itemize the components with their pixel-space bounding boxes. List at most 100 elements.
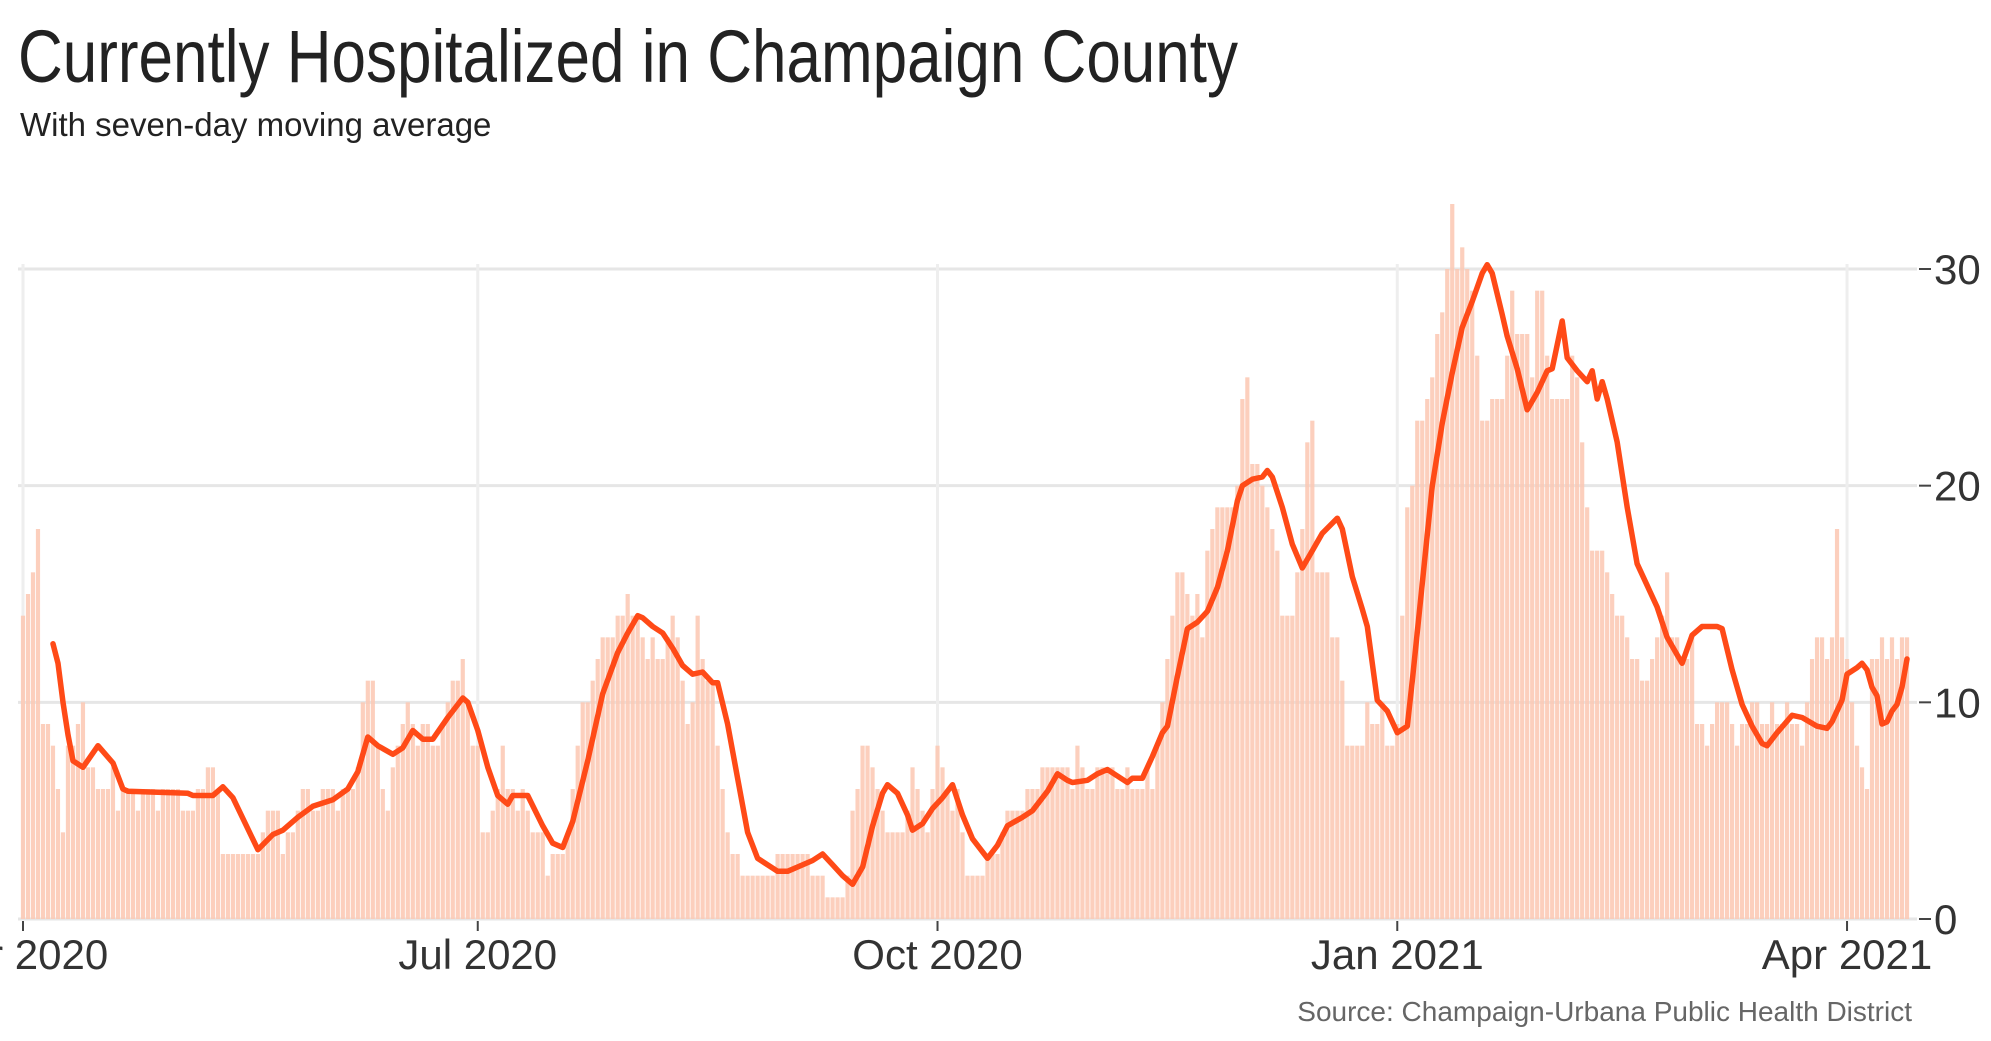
- bar: [1110, 767, 1115, 919]
- bar: [1230, 507, 1235, 919]
- y-tick-label: 30: [1934, 246, 1981, 293]
- x-tick-label: Jan 2021: [1311, 931, 1484, 978]
- bar: [1100, 767, 1105, 919]
- bar: [1170, 615, 1175, 919]
- bar: [1505, 355, 1510, 920]
- bar: [1365, 702, 1370, 919]
- bar: [1045, 767, 1050, 919]
- bar: [1330, 637, 1335, 919]
- bar: [305, 789, 310, 919]
- bar: [1085, 789, 1090, 919]
- bar: [620, 615, 625, 919]
- bar: [155, 810, 161, 919]
- bar: [1869, 659, 1875, 919]
- bar: [1879, 637, 1885, 919]
- bar: [1520, 334, 1525, 919]
- bar: [1844, 659, 1850, 919]
- bar: [510, 789, 515, 919]
- bar: [1115, 789, 1120, 919]
- bar: [760, 875, 765, 919]
- bar: [425, 724, 430, 919]
- bar: [430, 745, 435, 919]
- bar: [1280, 615, 1285, 919]
- bar: [1670, 637, 1675, 919]
- bar: [725, 832, 730, 919]
- bar: [1370, 724, 1375, 919]
- bar: [210, 767, 215, 919]
- bar: [1180, 572, 1185, 919]
- bar: [185, 810, 191, 919]
- bar: [265, 810, 270, 919]
- bar: [1580, 442, 1585, 919]
- bar: [860, 745, 865, 919]
- chart-subtitle: With seven-day moving average: [20, 106, 491, 143]
- bar: [595, 659, 600, 919]
- bar: [1060, 767, 1065, 919]
- bar: [1260, 485, 1265, 919]
- bar: [490, 810, 495, 919]
- bar: [315, 810, 320, 919]
- bar: [1475, 355, 1480, 920]
- bar: [1839, 637, 1845, 919]
- bar: [170, 789, 176, 919]
- bar: [455, 680, 460, 919]
- bar: [580, 702, 585, 919]
- bar: [1025, 789, 1030, 919]
- bar: [365, 680, 370, 919]
- bar: [715, 745, 720, 919]
- bar: [550, 854, 555, 919]
- bar: [415, 745, 420, 919]
- bar: [990, 854, 995, 919]
- bar: [805, 854, 810, 919]
- bar: [1655, 637, 1660, 919]
- bar: [645, 659, 650, 919]
- bar: [300, 789, 305, 919]
- bar: [930, 789, 935, 919]
- bar: [1769, 702, 1775, 919]
- bar: [285, 832, 290, 919]
- bar: [1375, 724, 1380, 919]
- bar: [1744, 724, 1750, 919]
- bar: [1350, 745, 1355, 919]
- x-tick-label: Jul 2020: [398, 931, 557, 978]
- bar: [905, 810, 910, 919]
- bar: [1555, 399, 1560, 919]
- bar: [70, 745, 76, 919]
- bar: [1685, 659, 1690, 919]
- bar: [1605, 572, 1610, 919]
- bar: [195, 789, 201, 919]
- bar: [290, 832, 295, 919]
- bar: [1710, 724, 1715, 919]
- bar: [585, 702, 590, 919]
- bar: [465, 702, 470, 919]
- bar: [140, 789, 146, 919]
- bar: [1080, 767, 1085, 919]
- bar: [1040, 767, 1045, 919]
- bar: [570, 789, 575, 919]
- bar: [105, 789, 111, 919]
- bar: [880, 810, 885, 919]
- bar: [1385, 745, 1390, 919]
- bar: [1335, 637, 1340, 919]
- bar: [1415, 420, 1420, 919]
- bar: [520, 789, 525, 919]
- bar: [1734, 745, 1740, 919]
- bar: [1090, 789, 1095, 919]
- bar: [965, 875, 970, 919]
- bar: [65, 745, 71, 919]
- bar: [1050, 767, 1055, 919]
- bar: [1764, 724, 1770, 919]
- bar: [1065, 767, 1070, 919]
- bar: [270, 810, 275, 919]
- bar: [625, 594, 630, 919]
- bar: [865, 745, 870, 919]
- bar: [1715, 702, 1720, 919]
- bar: [40, 724, 46, 919]
- bar: [535, 832, 540, 919]
- bar: [1645, 680, 1650, 919]
- bar: [1210, 529, 1215, 919]
- bar: [1185, 594, 1190, 919]
- bar: [1225, 507, 1230, 919]
- bar: [1325, 572, 1330, 919]
- bar: [55, 789, 61, 919]
